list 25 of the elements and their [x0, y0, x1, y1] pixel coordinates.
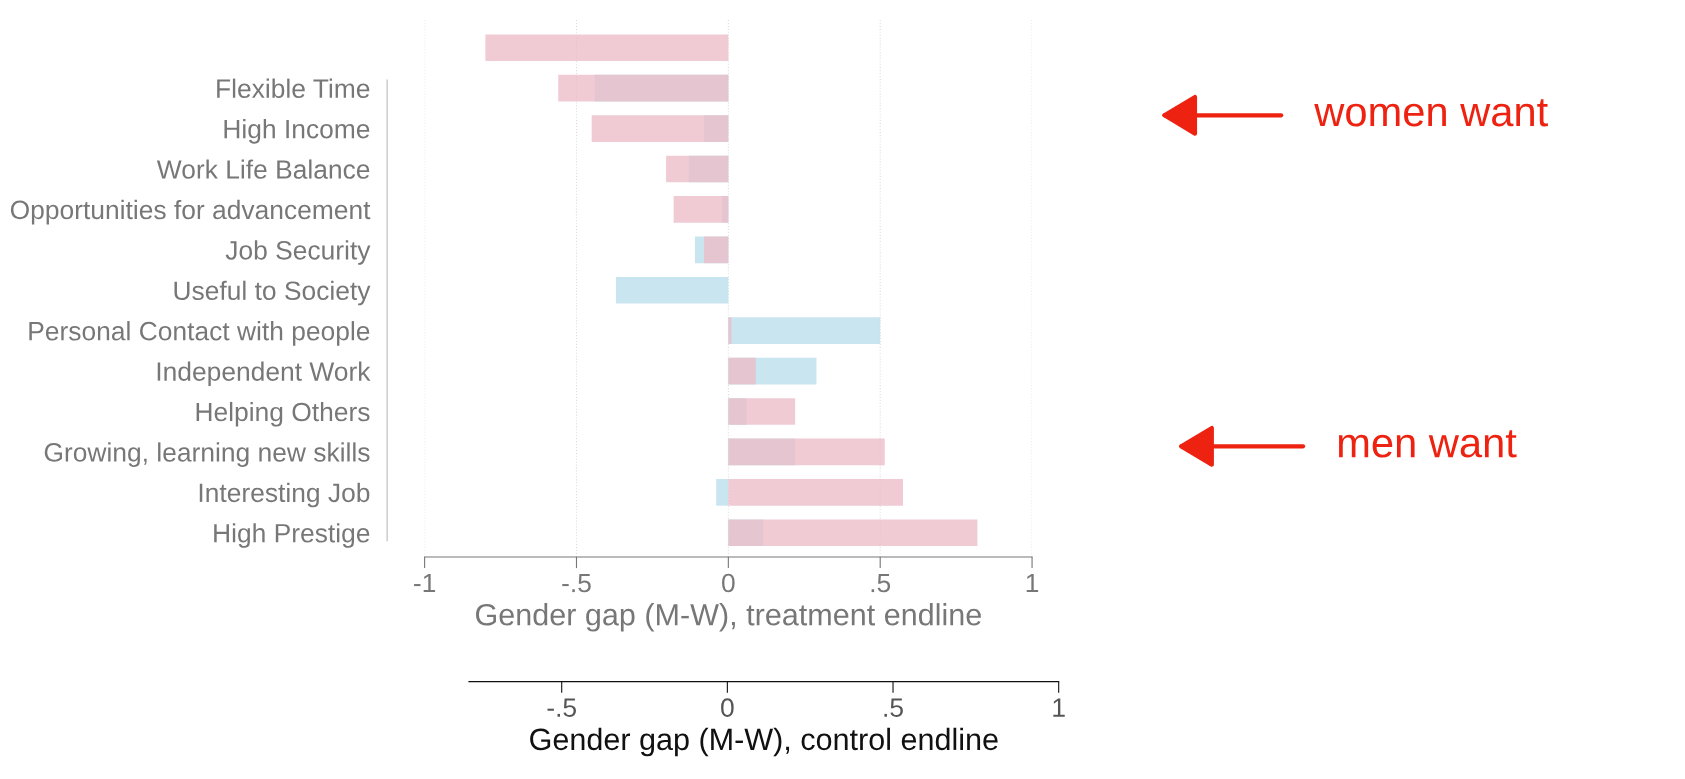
y-tick-label: High Prestige	[214, 523, 370, 548]
y-tick-label: Helping Others	[196, 401, 370, 427]
y-tick-label: High Income	[224, 119, 370, 144]
x-axis-title: Gender gap (M-W), treatment endline	[476, 603, 981, 632]
y-tick-label: Useful to Society	[174, 280, 371, 306]
y-tick-label: Opportunities for advancement	[10, 199, 371, 225]
y-tick-label: Job Security	[225, 240, 371, 265]
x-tick-label: -1	[414, 573, 436, 593]
x2-tick-label: .5	[884, 698, 903, 717]
x2-tick-label: -.5	[547, 698, 576, 717]
y-tick-label: Work Life Balance	[156, 159, 370, 179]
y-tick-label: Growing, learning new skills	[44, 442, 370, 467]
text: men want	[1338, 430, 1517, 458]
x-tick-label: .5	[871, 573, 891, 593]
y-tick-label: Independent Work	[157, 361, 371, 387]
x2-axis-title: Gender gap (M-W), control endline	[530, 727, 998, 757]
y-tick-label: Personal Contact with people	[29, 321, 370, 346]
x2-tick-label: 1	[1053, 698, 1065, 717]
y-tick-label: Interesting Job	[199, 482, 370, 508]
x-tick-label: 0	[722, 573, 735, 593]
x-tick-label: -.5	[562, 573, 591, 593]
text: women want	[1314, 99, 1548, 127]
x2-tick-label: 0	[721, 698, 734, 717]
x-tick-label: 1	[1026, 573, 1039, 593]
y-tick-label: Flexible Time	[217, 78, 370, 98]
